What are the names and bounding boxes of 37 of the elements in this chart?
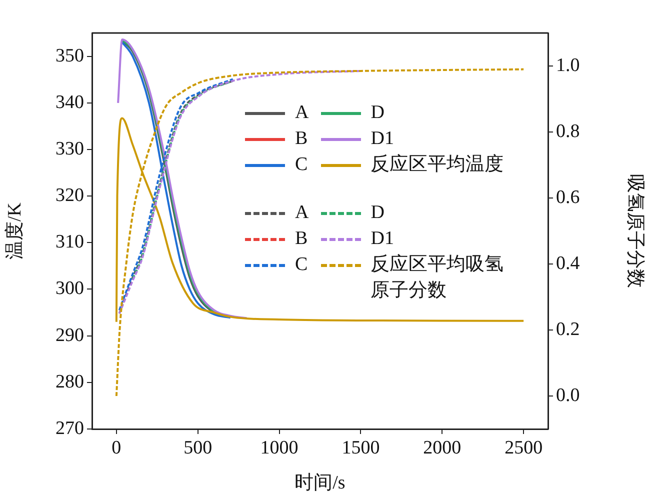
y2-tick-label: 0.2	[556, 318, 580, 340]
line-series	[115, 68, 525, 397]
y-tick-label: 300	[56, 278, 84, 300]
y2-tick-label: 1.0	[556, 54, 580, 76]
x-axis-title: 时间/s	[294, 472, 346, 494]
x-tick-label: 1500	[342, 437, 380, 458]
legend-label: B	[295, 127, 308, 151]
y2-axis-title: 吸氢原子分数	[624, 174, 646, 288]
x-tick-label: 2000	[423, 437, 462, 458]
legend-label: 反应区平均温度	[370, 153, 504, 177]
legend-label: D1	[370, 227, 394, 251]
x-tick-label: 2500	[504, 437, 543, 458]
y-tick-label: 270	[56, 418, 84, 439]
y2-tick-label: 0.0	[556, 384, 580, 406]
y-tick-label: 320	[56, 185, 84, 206]
legend-label: D	[370, 101, 384, 125]
y-tick-label: 310	[56, 232, 84, 253]
legend-label: 反应区平均吸氢原子分数	[370, 253, 505, 303]
y-tick-label: 280	[56, 371, 84, 392]
legend-label: C	[295, 153, 308, 177]
y-tick-label: 290	[56, 324, 84, 346]
legend-label: C	[295, 253, 308, 277]
legend-label: B	[295, 227, 308, 251]
y-tick-label: 350	[56, 45, 84, 66]
x-tick-label: 0	[112, 437, 122, 458]
x-tick-label: 1000	[260, 437, 298, 458]
y2-tick-label: 0.4	[556, 252, 580, 274]
legend-label: D	[370, 201, 384, 225]
y-tick-label: 330	[56, 138, 84, 160]
legend-label: D1	[370, 127, 394, 151]
legend-label: A	[295, 201, 309, 225]
y-axis-title: 温度/K	[3, 202, 26, 260]
y2-tick-label: 0.6	[556, 186, 580, 208]
y2-tick-label: 0.8	[556, 120, 580, 142]
x-tick-label: 500	[184, 437, 212, 458]
y-tick-label: 340	[56, 92, 84, 113]
legend-label: A	[295, 101, 309, 125]
